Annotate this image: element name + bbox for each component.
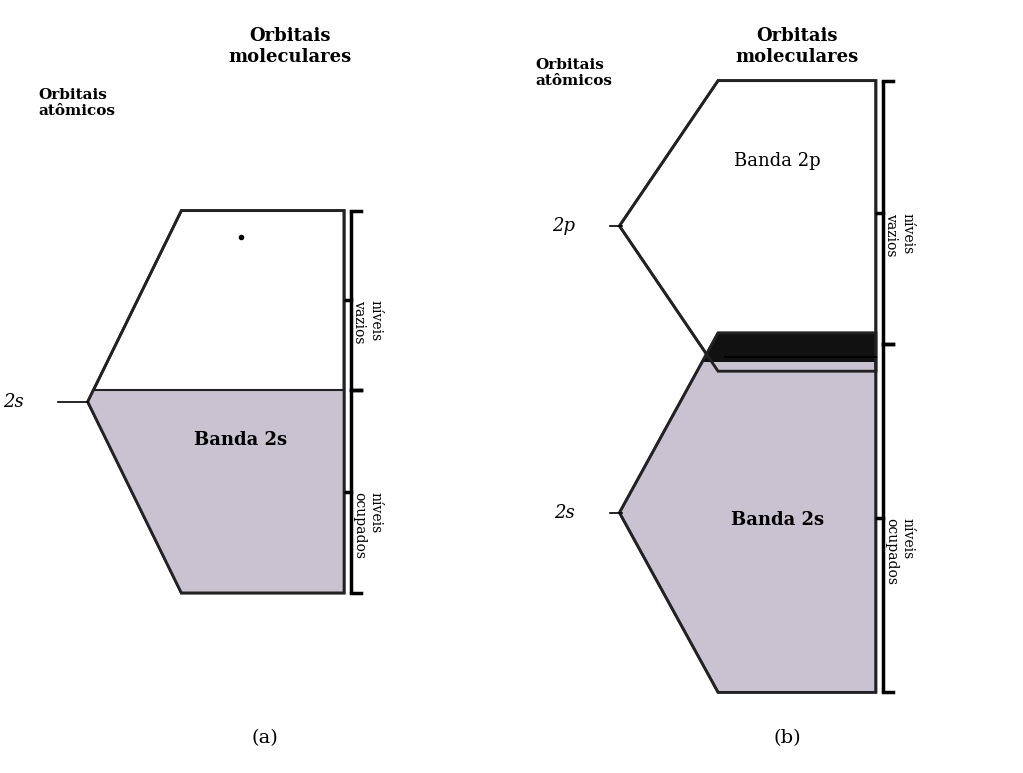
Text: Banda 2p: Banda 2p [733, 152, 820, 170]
Text: níveis
ocupados: níveis ocupados [352, 492, 383, 559]
Text: Orbitais
moleculares: Orbitais moleculares [228, 27, 352, 66]
Polygon shape [620, 333, 876, 693]
Text: 2s: 2s [554, 504, 575, 522]
Text: Orbitais
moleculares: Orbitais moleculares [736, 27, 858, 66]
Text: (a): (a) [252, 729, 278, 747]
Text: Banda 2s: Banda 2s [730, 511, 824, 530]
Polygon shape [88, 390, 344, 593]
Polygon shape [88, 210, 344, 593]
Text: Orbitais
atômicos: Orbitais atômicos [536, 58, 613, 88]
Text: níveis
vazios: níveis vazios [884, 213, 915, 256]
Text: Banda 2s: Banda 2s [194, 431, 287, 449]
Text: níveis
vazios: níveis vazios [352, 301, 383, 344]
Text: Orbitais
atômicos: Orbitais atômicos [39, 88, 116, 118]
Polygon shape [702, 333, 876, 362]
Text: 2s: 2s [3, 393, 24, 410]
Text: níveis
ocupados: níveis ocupados [884, 519, 915, 585]
Text: (b): (b) [773, 729, 801, 747]
Text: 2p: 2p [552, 217, 575, 235]
Polygon shape [620, 80, 876, 371]
